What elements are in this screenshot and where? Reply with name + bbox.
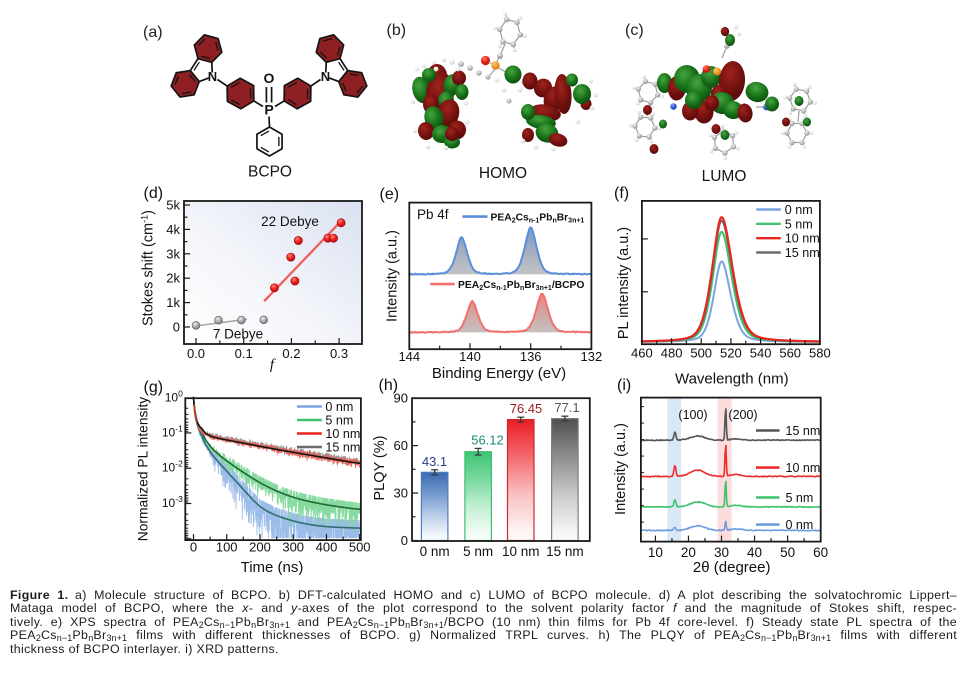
svg-text:PEA2Csn-1PbnBr3n+1: PEA2Csn-1PbnBr3n+1 xyxy=(491,213,585,225)
svg-text:0.2: 0.2 xyxy=(282,346,300,361)
svg-text:HOMO: HOMO xyxy=(479,165,527,182)
svg-text:10 nm: 10 nm xyxy=(325,427,360,441)
svg-text:0.3: 0.3 xyxy=(330,346,348,361)
svg-text:(f): (f) xyxy=(614,185,629,202)
svg-text:22 Debye: 22 Debye xyxy=(261,214,319,229)
svg-text:10 nm: 10 nm xyxy=(786,461,821,475)
svg-text:100: 100 xyxy=(216,540,238,555)
svg-text:Normalized PL intensity: Normalized PL intensity xyxy=(136,397,151,542)
svg-text:4k: 4k xyxy=(166,222,180,237)
svg-text:10 nm: 10 nm xyxy=(502,544,540,559)
svg-text:0: 0 xyxy=(401,533,408,548)
svg-text:10-3: 10-3 xyxy=(162,494,183,510)
svg-text:100: 100 xyxy=(165,389,183,405)
svg-text:Stokes shift (cm-1): Stokes shift (cm-1) xyxy=(140,210,157,326)
svg-text:520: 520 xyxy=(720,346,742,361)
svg-text:140: 140 xyxy=(459,349,481,364)
svg-text:5 nm: 5 nm xyxy=(785,217,813,231)
svg-text:50: 50 xyxy=(780,545,795,560)
svg-text:200: 200 xyxy=(249,540,271,555)
svg-text:(c): (c) xyxy=(625,22,644,39)
svg-text:10-2: 10-2 xyxy=(162,459,183,475)
svg-text:5 nm: 5 nm xyxy=(325,414,353,428)
svg-text:0.1: 0.1 xyxy=(235,346,253,361)
svg-text:PL intensity (a.u.): PL intensity (a.u.) xyxy=(616,227,632,339)
svg-text:30: 30 xyxy=(394,486,408,501)
svg-text:0 nm: 0 nm xyxy=(325,400,353,414)
svg-text:0.0: 0.0 xyxy=(187,346,205,361)
svg-text:136: 136 xyxy=(520,349,542,364)
svg-text:O: O xyxy=(264,70,275,86)
svg-text:132: 132 xyxy=(581,349,603,364)
svg-text:(a): (a) xyxy=(143,24,163,41)
svg-text:90: 90 xyxy=(394,391,408,406)
svg-text:2k: 2k xyxy=(166,271,180,286)
svg-text:N: N xyxy=(321,69,330,84)
svg-text:(e): (e) xyxy=(380,186,400,203)
svg-text:300: 300 xyxy=(282,540,304,555)
svg-text:20: 20 xyxy=(681,545,696,560)
svg-text:1k: 1k xyxy=(166,295,180,310)
svg-text:76.45: 76.45 xyxy=(510,401,543,416)
svg-text:P: P xyxy=(264,102,273,118)
svg-text:(b): (b) xyxy=(387,22,407,39)
svg-text:10 nm: 10 nm xyxy=(785,232,820,246)
svg-text:f: f xyxy=(270,357,276,373)
svg-text:N: N xyxy=(208,69,217,84)
svg-text:10-1: 10-1 xyxy=(162,424,183,440)
svg-text:60: 60 xyxy=(394,438,408,453)
svg-text:5 nm: 5 nm xyxy=(786,491,814,505)
svg-text:LUMO: LUMO xyxy=(702,168,747,185)
svg-text:77.1: 77.1 xyxy=(554,400,579,415)
svg-text:PEA2Csn-1PbnBr3n+1/BCPO: PEA2Csn-1PbnBr3n+1/BCPO xyxy=(458,280,584,292)
svg-text:0 nm: 0 nm xyxy=(420,544,450,559)
svg-text:10: 10 xyxy=(648,545,663,560)
svg-text:2θ (degree): 2θ (degree) xyxy=(693,559,771,576)
svg-text:500: 500 xyxy=(349,540,371,555)
svg-text:400: 400 xyxy=(316,540,338,555)
svg-text:60: 60 xyxy=(813,545,828,560)
svg-text:(h): (h) xyxy=(379,377,399,394)
svg-text:30: 30 xyxy=(714,545,729,560)
svg-text:15 nm: 15 nm xyxy=(325,441,360,455)
svg-text:460: 460 xyxy=(631,346,653,361)
svg-text:15 nm: 15 nm xyxy=(786,424,821,438)
svg-text:(d): (d) xyxy=(144,185,164,202)
svg-text:7 Debye: 7 Debye xyxy=(213,327,263,342)
svg-text:5 nm: 5 nm xyxy=(463,544,493,559)
svg-text:(200): (200) xyxy=(728,408,757,422)
svg-text:0 nm: 0 nm xyxy=(786,518,814,532)
svg-text:Binding Energy (eV): Binding Energy (eV) xyxy=(432,365,566,382)
svg-text:PLQY (%): PLQY (%) xyxy=(372,435,388,500)
svg-text:Pb 4f: Pb 4f xyxy=(417,207,449,222)
svg-text:144: 144 xyxy=(398,349,420,364)
svg-text:43.1: 43.1 xyxy=(422,454,447,469)
svg-text:0: 0 xyxy=(190,540,197,555)
svg-text:56.12: 56.12 xyxy=(471,432,504,447)
svg-text:0 nm: 0 nm xyxy=(785,203,813,217)
svg-text:500: 500 xyxy=(690,346,712,361)
svg-text:540: 540 xyxy=(750,346,772,361)
svg-text:Time (ns): Time (ns) xyxy=(241,559,304,576)
svg-text:5k: 5k xyxy=(166,198,180,213)
svg-text:0: 0 xyxy=(173,320,180,335)
svg-text:(100): (100) xyxy=(678,408,707,422)
svg-text:(g): (g) xyxy=(144,379,164,396)
svg-text:3k: 3k xyxy=(166,246,180,261)
svg-text:580: 580 xyxy=(809,346,831,361)
svg-text:40: 40 xyxy=(747,545,762,560)
svg-text:15 nm: 15 nm xyxy=(785,246,820,260)
svg-text:480: 480 xyxy=(661,346,683,361)
svg-text:Intensity (a.u.): Intensity (a.u.) xyxy=(613,423,629,515)
svg-text:Intensity (a.u.): Intensity (a.u.) xyxy=(385,230,401,322)
svg-text:560: 560 xyxy=(779,346,801,361)
svg-text:BCPO: BCPO xyxy=(248,164,292,181)
svg-text:(i): (i) xyxy=(617,377,631,394)
svg-text:15 nm: 15 nm xyxy=(546,544,584,559)
svg-text:Wavelength (nm): Wavelength (nm) xyxy=(675,371,789,388)
